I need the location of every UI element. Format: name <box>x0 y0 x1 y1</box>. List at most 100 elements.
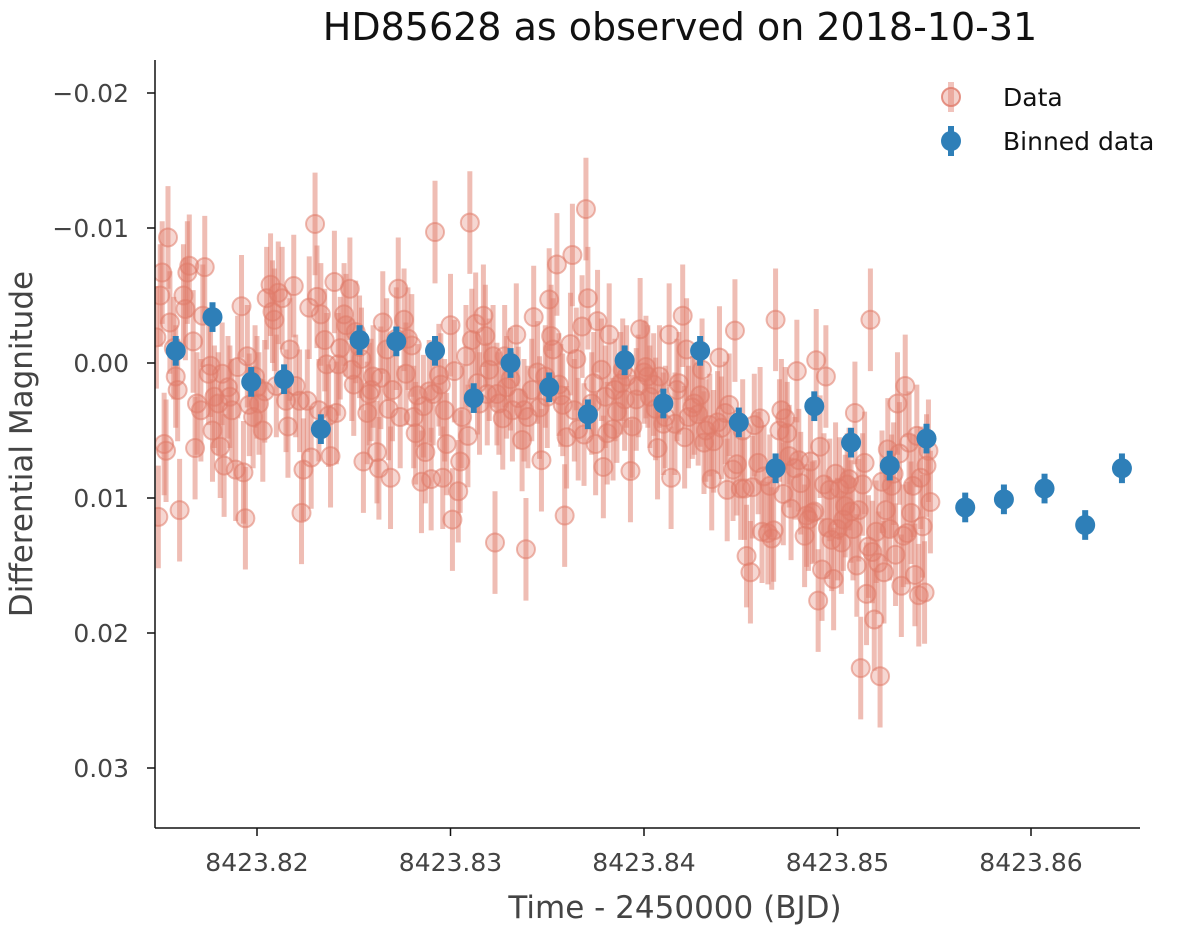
binned-point <box>653 393 674 414</box>
x-axis-label: Time - 2450000 (BJD) <box>507 890 841 926</box>
legend-entry-binned: Binned data <box>941 126 1154 156</box>
binned-point <box>386 331 407 352</box>
binned-point <box>955 497 976 518</box>
data-point <box>380 467 401 488</box>
data-point <box>806 350 827 371</box>
data-point <box>283 276 304 297</box>
data-point <box>436 434 457 454</box>
binned-point <box>349 330 370 351</box>
data-point <box>850 658 871 679</box>
data-point <box>763 520 784 541</box>
binned-point <box>500 353 521 373</box>
legend: Data Binned data <box>941 82 1154 156</box>
binned-point <box>765 458 786 479</box>
binned-points-layer <box>165 302 1194 580</box>
binned-point <box>993 489 1014 510</box>
binned-point <box>916 428 937 449</box>
legend-label-binned: Binned data <box>1003 127 1154 156</box>
binned-point <box>310 419 331 440</box>
y-tick-label: −0.01 <box>52 214 129 243</box>
legend-marker-data <box>941 87 961 107</box>
binned-point <box>879 455 900 476</box>
x-tick-label: 8423.83 <box>399 848 502 877</box>
binned-point <box>614 350 635 371</box>
binned-point <box>1111 458 1132 479</box>
binned-point <box>1174 545 1194 565</box>
data-point <box>765 309 786 330</box>
data-point <box>577 288 598 309</box>
data-point <box>562 245 583 265</box>
y-tick-label: 0.01 <box>73 484 129 513</box>
data-point <box>854 452 875 473</box>
data-point <box>425 222 446 243</box>
data-point <box>457 425 478 446</box>
data-point <box>860 309 881 330</box>
binned-point <box>841 432 862 453</box>
chart-title: HD85628 as observed on 2018-10-31 <box>323 5 1037 49</box>
data-point <box>914 582 935 603</box>
x-tick-label: 8423.86 <box>979 848 1082 877</box>
legend-entry-data: Data <box>941 82 1063 112</box>
y-tick-label: 0.02 <box>73 619 129 648</box>
data-point <box>740 562 761 583</box>
data-point <box>459 212 480 233</box>
x-axis-ticks: 8423.82 8423.83 8423.84 8423.85 8423.86 <box>205 828 1083 877</box>
data-point <box>554 505 575 526</box>
data-point <box>750 408 771 429</box>
data-point <box>895 375 916 396</box>
y-axis-ticks: −0.02 −0.01 0.00 0.01 0.02 0.03 <box>52 79 155 783</box>
binned-point <box>1034 478 1055 499</box>
data-points-layer <box>155 157 941 728</box>
y-tick-label: 0.03 <box>73 754 129 783</box>
data-point <box>870 666 891 687</box>
data-point <box>786 361 807 382</box>
data-point <box>844 402 865 423</box>
data-point <box>156 440 177 461</box>
data-point <box>804 501 825 522</box>
y-tick-label: −0.02 <box>52 79 129 108</box>
binned-point <box>1147 560 1167 580</box>
x-tick-label: 8423.82 <box>205 848 308 877</box>
plot-area <box>155 157 1194 728</box>
data-point <box>169 500 190 521</box>
binned-point <box>804 396 825 417</box>
binned-point <box>577 404 598 425</box>
data-point <box>506 324 527 345</box>
data-point <box>724 320 745 341</box>
data-point <box>157 227 178 248</box>
data-point <box>214 455 235 476</box>
data-point <box>515 539 536 560</box>
binned-point <box>690 340 711 361</box>
x-tick-label: 8423.85 <box>786 848 889 877</box>
binned-point <box>728 412 749 433</box>
binned-point <box>202 307 223 328</box>
data-point <box>546 254 567 275</box>
legend-label-data: Data <box>1003 83 1063 112</box>
data-point <box>305 213 326 234</box>
data-point <box>179 255 200 276</box>
data-point <box>235 508 256 529</box>
binned-point <box>274 369 295 390</box>
data-point <box>531 450 552 471</box>
data-point <box>920 492 941 513</box>
binned-point <box>539 377 560 398</box>
data-point <box>719 394 740 415</box>
binned-point <box>1075 515 1096 535</box>
data-point <box>575 199 596 220</box>
data-point <box>183 331 204 352</box>
data-point <box>167 380 188 400</box>
data-point <box>254 381 275 402</box>
binned-point <box>241 371 262 392</box>
x-tick-label: 8423.84 <box>592 848 695 877</box>
y-axis-label: Differential Magnitude <box>4 271 40 617</box>
binned-point <box>165 340 186 361</box>
data-point <box>155 506 169 527</box>
y-tick-label: 0.00 <box>73 349 129 378</box>
legend-marker-binned <box>941 131 961 151</box>
binned-point <box>463 388 484 409</box>
data-point <box>194 257 215 278</box>
data-point <box>815 366 836 387</box>
binned-point <box>425 340 446 361</box>
data-point <box>485 532 506 553</box>
